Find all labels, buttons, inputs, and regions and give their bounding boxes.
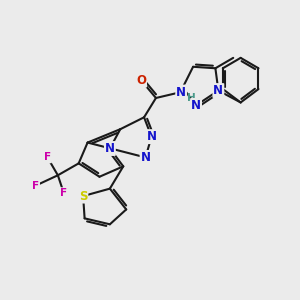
Text: F: F (60, 188, 68, 198)
Text: H: H (187, 93, 196, 103)
Text: N: N (213, 84, 224, 97)
Text: F: F (32, 181, 39, 191)
Text: N: N (140, 151, 151, 164)
Text: N: N (146, 130, 157, 143)
Text: N: N (105, 142, 115, 155)
Text: N: N (191, 99, 201, 112)
Text: N: N (176, 85, 186, 98)
Text: S: S (79, 190, 87, 202)
Text: O: O (136, 74, 146, 87)
Text: F: F (44, 152, 51, 162)
